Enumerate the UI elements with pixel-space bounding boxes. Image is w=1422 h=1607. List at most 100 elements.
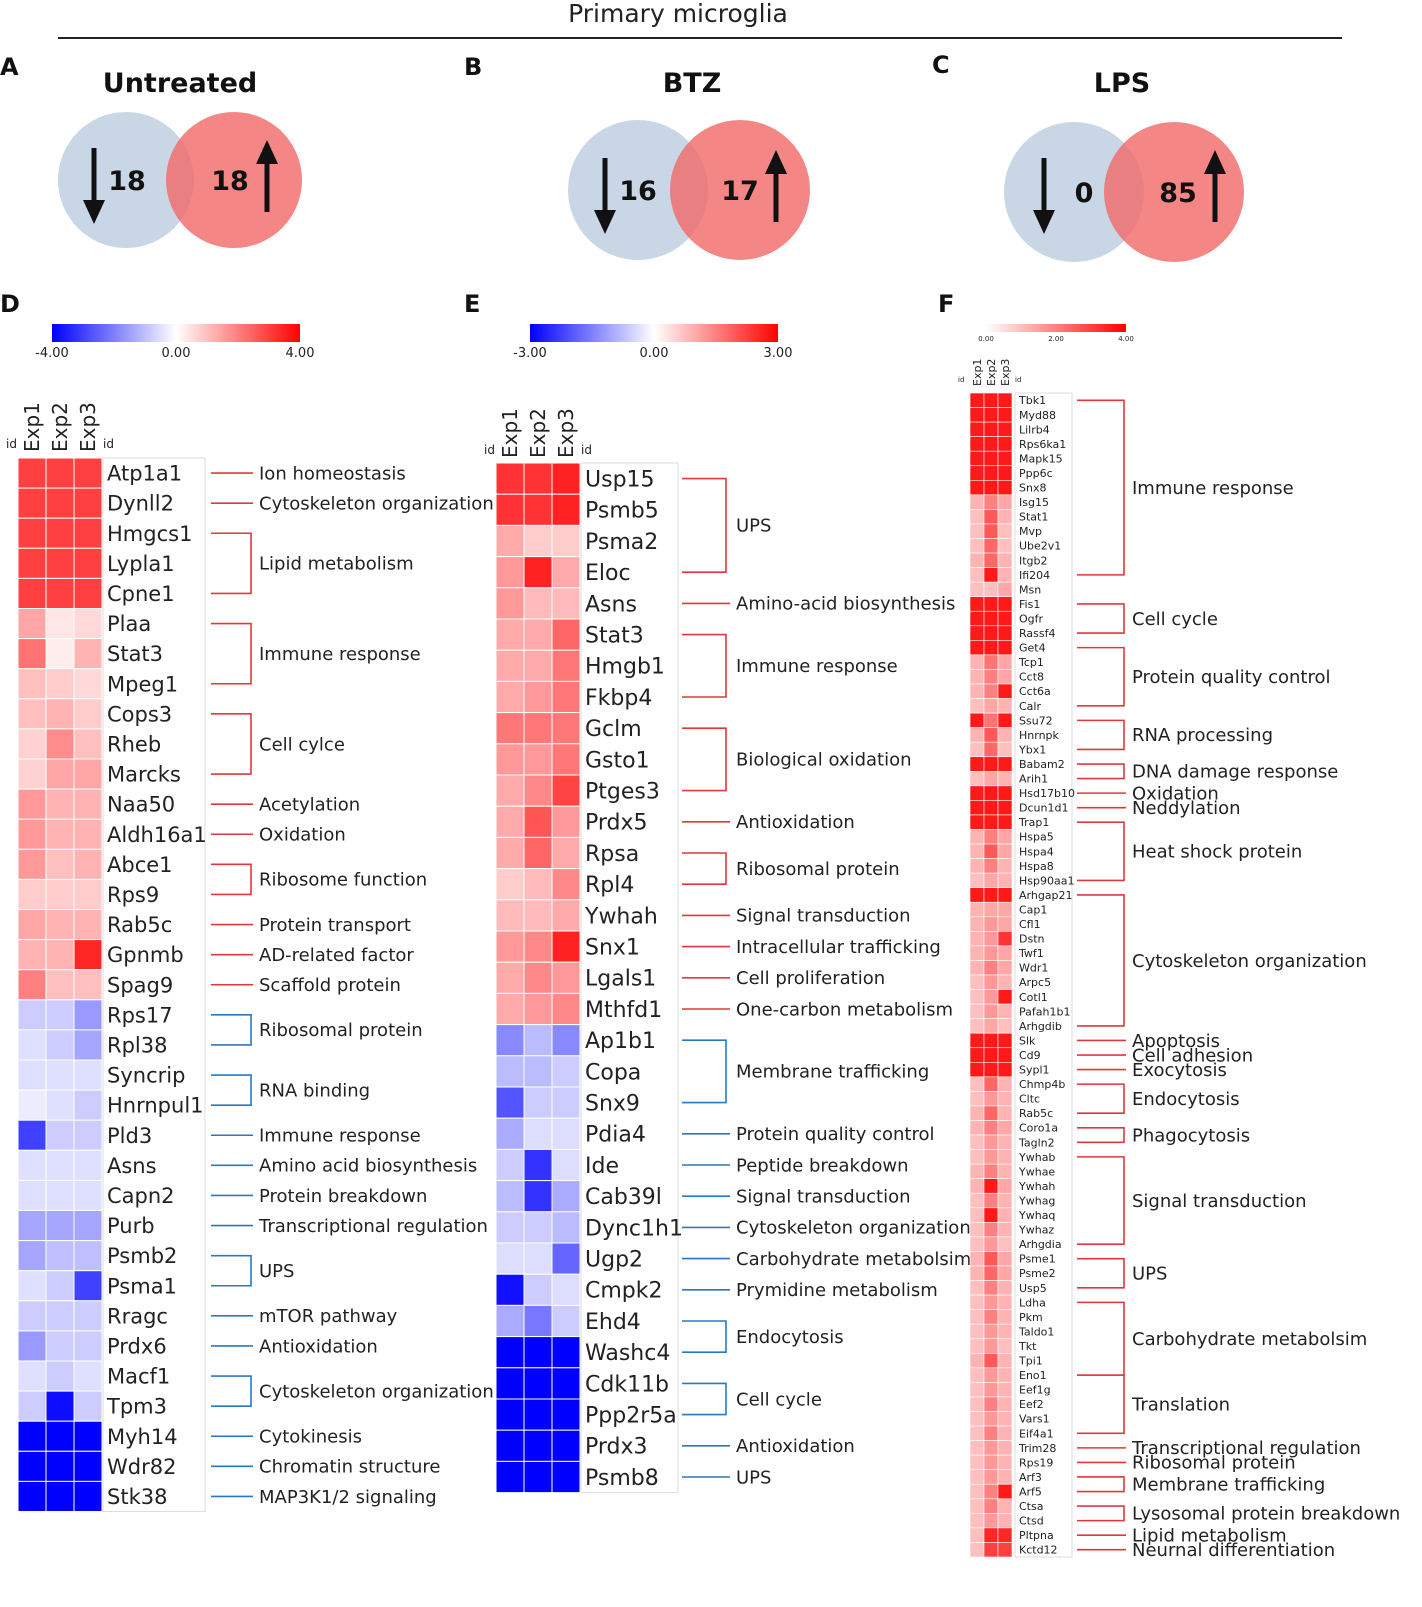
heatmap-cell	[17, 728, 47, 760]
gene-label: Ssu72	[1019, 714, 1053, 727]
venn-up-count: 18	[211, 166, 249, 197]
heatmap-cell	[523, 743, 553, 776]
gene-label: Cap1	[1019, 903, 1047, 916]
heatmap-cell	[997, 1323, 1013, 1340]
column-label: Exp3	[554, 408, 578, 458]
heatmap-cell	[983, 1483, 999, 1500]
gene-list-frame	[102, 457, 206, 1512]
heatmap-cell	[17, 517, 47, 549]
annotation-label: Immune response	[259, 1126, 421, 1147]
heatmap-cell	[495, 1398, 525, 1431]
heatmap-cell	[983, 654, 999, 670]
annotation-label: Antioxidation	[736, 1436, 855, 1457]
gene-label: Hspa5	[1019, 831, 1054, 844]
heatmap-cell	[983, 872, 999, 889]
heatmap-cell	[983, 538, 999, 554]
panel-letter-d: D	[0, 290, 20, 318]
column-label: Exp2	[526, 408, 550, 458]
heatmap-cell	[969, 1134, 985, 1150]
annotation-bracket	[1077, 1257, 1125, 1289]
heatmap-cell	[17, 878, 47, 911]
gene-label: Snx8	[1019, 482, 1046, 495]
heatmap-cell	[495, 524, 525, 558]
id-label: id	[103, 437, 114, 451]
heatmap-cell	[523, 961, 553, 994]
heatmap-cell	[969, 1265, 985, 1281]
heatmap-cell	[495, 774, 525, 807]
heatmap-cell	[983, 1207, 999, 1223]
gene-label: Marcks	[107, 763, 181, 787]
gene-label: Eef2	[1019, 1398, 1044, 1411]
venn-up-count: 85	[1159, 178, 1197, 209]
annotation-bracket	[1077, 1505, 1125, 1522]
gene-label: Arhgdia	[1019, 1238, 1062, 1251]
heatmap-cell	[551, 1180, 581, 1213]
gene-list-frame	[580, 462, 679, 1494]
heatmap-cell	[997, 1163, 1013, 1180]
heatmap-cell	[983, 1280, 999, 1296]
heatmap-cell	[997, 1280, 1013, 1296]
gene-label: Cfl1	[1019, 918, 1041, 931]
annotation-label: Acetylation	[259, 794, 360, 815]
heatmap-cell	[983, 712, 999, 728]
color-scale-bar	[52, 324, 300, 342]
annotation-label: Cytoskeleton organization	[1132, 951, 1367, 972]
heatmap-cell	[17, 1450, 47, 1482]
heatmap-cell	[551, 1211, 581, 1244]
heatmap-cell	[969, 1192, 985, 1209]
heatmap-cell	[997, 1411, 1013, 1427]
heatmap-cell	[523, 649, 553, 682]
annotation-label: Neddylation	[1132, 798, 1241, 819]
gene-label: Arpc5	[1019, 976, 1051, 989]
heatmap-cell	[997, 858, 1013, 874]
heatmap-cell	[983, 596, 999, 612]
heatmap-cell	[997, 1396, 1013, 1412]
venn-up-count: 17	[721, 176, 759, 207]
heatmap-cell	[997, 1120, 1013, 1136]
heatmap-cell	[17, 1029, 47, 1061]
gene-label: Arih1	[1019, 773, 1048, 786]
heatmap-cell	[997, 421, 1013, 437]
heatmap-cell	[997, 1309, 1013, 1325]
heatmap-cell	[523, 1086, 553, 1119]
gene-label: Ywhab	[1018, 1151, 1055, 1164]
heatmap-cell	[45, 487, 75, 519]
heatmap-cell	[983, 843, 999, 859]
gene-label: Eef1g	[1019, 1384, 1051, 1397]
heatmap-cell	[983, 450, 999, 467]
heatmap-cell	[45, 1330, 75, 1362]
gene-label: Hnrnpul1	[107, 1094, 204, 1118]
heatmap-cell	[969, 1498, 985, 1514]
gene-label: Cpne1	[107, 582, 175, 606]
heatmap-cell	[495, 1367, 525, 1400]
annotation-label: Cytoskeleton organization	[259, 1381, 494, 1402]
heatmap-cell	[73, 668, 103, 700]
column-label: Exp3	[76, 402, 100, 452]
heatmap-cell	[983, 1149, 999, 1165]
gene-label: Ifi204	[1019, 569, 1050, 582]
heatmap-cell	[983, 974, 999, 990]
gene-label: Myh14	[107, 1425, 178, 1449]
heatmap-cell	[969, 785, 985, 801]
gene-label: Hspa8	[1019, 860, 1054, 873]
heatmap-cell	[969, 465, 985, 481]
heatmap-cell	[969, 1163, 985, 1180]
gene-label: Eloc	[585, 561, 631, 586]
heatmap-cell	[551, 1429, 581, 1462]
gene-label: Capn2	[107, 1184, 175, 1208]
heatmap-cell	[551, 524, 581, 558]
annotation-label: Amino acid biosynthesis	[259, 1156, 477, 1177]
heatmap-cell	[495, 1180, 525, 1213]
column-label: Exp2	[985, 359, 998, 386]
down-arrow-head-icon	[1033, 210, 1055, 234]
heatmap-cell	[969, 698, 985, 714]
heatmap-cell	[997, 640, 1013, 656]
gene-label: Lgals1	[585, 967, 656, 992]
heatmap-cell	[983, 1323, 999, 1340]
heatmap-cell	[969, 741, 985, 758]
heatmap-cell	[73, 758, 103, 790]
heatmap-cell	[969, 509, 985, 525]
heatmap-cell	[983, 931, 999, 947]
heatmap-cell	[17, 939, 47, 971]
gene-label: Asns	[585, 592, 637, 617]
